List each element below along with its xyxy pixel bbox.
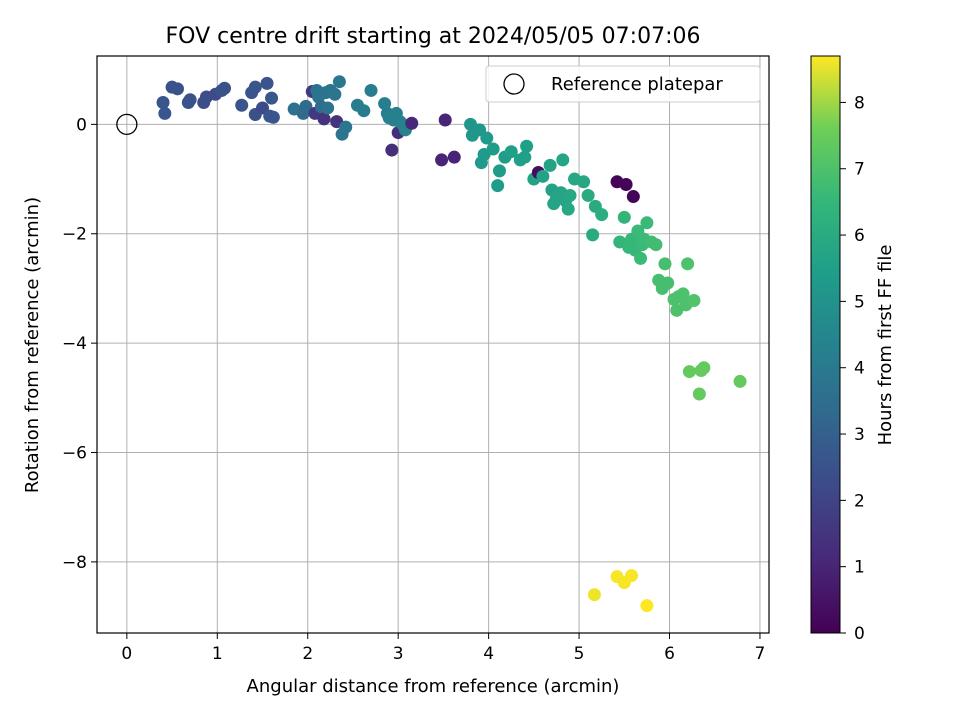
scatter-point <box>486 142 500 156</box>
scatter-point <box>364 83 378 97</box>
x-axis-label: Angular distance from reference (arcmin) <box>247 676 620 697</box>
x-tick-label: 2 <box>302 644 313 664</box>
y-tick-label: 0 <box>76 115 87 135</box>
colorbar <box>810 55 841 634</box>
colorbar-tick-label: 6 <box>854 226 865 246</box>
scatter-point <box>260 76 274 90</box>
y-tick-label: −2 <box>62 225 87 245</box>
scatter-point <box>248 80 262 94</box>
scatter-point <box>640 216 654 230</box>
scatter-point <box>682 365 696 379</box>
colorbar-tick-label: 7 <box>854 160 865 180</box>
scatter-point <box>619 178 633 192</box>
scatter-point <box>405 116 419 130</box>
scatter-point <box>492 164 506 178</box>
scatter-point <box>563 188 577 202</box>
y-tick-label: −4 <box>62 334 87 354</box>
colorbar-tick-label: 8 <box>854 93 865 113</box>
colorbar-tick-label: 4 <box>854 359 865 379</box>
reference-point <box>116 113 138 136</box>
colorbar-tick-label: 1 <box>854 558 865 578</box>
scatter-point <box>317 112 331 126</box>
scatter-point <box>640 599 654 613</box>
legend-label: Reference platepar <box>551 74 723 95</box>
scatter-point <box>299 99 313 113</box>
x-tick-label: 7 <box>755 644 766 664</box>
scatter-point <box>577 175 591 189</box>
scatter-point <box>447 150 461 164</box>
scatter-point <box>518 150 532 164</box>
scatter-point <box>328 87 342 101</box>
y-tick-label: −6 <box>62 444 87 464</box>
plot-frame <box>96 55 770 634</box>
scatter-point <box>235 98 249 112</box>
scatter-point <box>586 228 600 242</box>
colorbar-tick-label: 3 <box>854 425 865 445</box>
legend: Reference platepar <box>485 65 761 103</box>
scatter-point <box>385 143 399 157</box>
scatter-point <box>581 188 595 202</box>
scatter-point <box>595 208 609 222</box>
scatter-point <box>587 588 601 602</box>
scatter-point <box>156 95 170 109</box>
scatter-point <box>543 158 557 172</box>
scatter-point <box>170 82 184 96</box>
scatter-point <box>321 101 335 115</box>
scatter-point <box>339 120 353 134</box>
x-tick-label: 3 <box>393 644 404 664</box>
scatter-point <box>357 104 371 118</box>
scatter-point <box>626 190 640 204</box>
scatter-point <box>158 106 172 120</box>
grid <box>97 56 769 633</box>
scatter-point <box>681 257 695 271</box>
scatter-point <box>480 131 494 145</box>
y-tick-label: −8 <box>62 553 87 573</box>
scatter-point <box>183 93 197 107</box>
reference-marker <box>116 113 138 136</box>
y-axis-ticks: 0 −2 −4 −6 −8 <box>62 115 97 573</box>
scatter-point <box>625 569 639 583</box>
scatter-point <box>692 387 706 401</box>
scatter-point <box>617 210 631 224</box>
scatter-point <box>556 153 570 167</box>
scatter-point <box>733 374 747 388</box>
y-axis-label: Rotation from reference (arcmin) <box>22 197 43 493</box>
scatter-point <box>661 276 675 290</box>
scatter-point <box>520 139 534 153</box>
x-tick-label: 5 <box>574 644 585 664</box>
colorbar-tick-label: 2 <box>854 491 865 511</box>
scatter-point <box>504 145 518 159</box>
scatter-point <box>491 179 505 193</box>
colorbar-tick-label: 0 <box>854 624 865 644</box>
colorbar-label: Hours from first FF file <box>875 245 896 446</box>
colorbar-ticks: 0 1 2 3 4 5 6 7 8 <box>840 93 865 644</box>
x-tick-label: 6 <box>664 644 675 664</box>
scatter-point <box>438 113 452 127</box>
scatter-point <box>218 81 232 95</box>
scatter-point <box>265 91 279 105</box>
scatter-point <box>687 293 701 307</box>
scatter-point <box>435 153 449 167</box>
x-tick-label: 1 <box>212 644 223 664</box>
colorbar-tick-label: 5 <box>854 292 865 312</box>
scatter-point <box>676 287 690 301</box>
scatter-point <box>561 202 575 216</box>
scatter-points <box>156 75 747 613</box>
x-tick-label: 0 <box>121 644 132 664</box>
chart-title: FOV centre drift starting at 2024/05/05 … <box>166 24 701 49</box>
scatter-point <box>634 251 648 265</box>
x-axis-ticks: 0 1 2 3 4 5 6 7 <box>121 633 765 664</box>
scatter-point <box>332 75 346 89</box>
scatter-point <box>378 97 392 111</box>
x-tick-label: 4 <box>483 644 494 664</box>
scatter-point <box>266 110 280 124</box>
scatter-point <box>697 361 711 375</box>
legend-box <box>485 65 761 103</box>
scatter-point <box>536 169 550 183</box>
legend-marker <box>503 73 525 95</box>
scatter-point <box>658 257 672 271</box>
scatter-point <box>649 238 663 252</box>
